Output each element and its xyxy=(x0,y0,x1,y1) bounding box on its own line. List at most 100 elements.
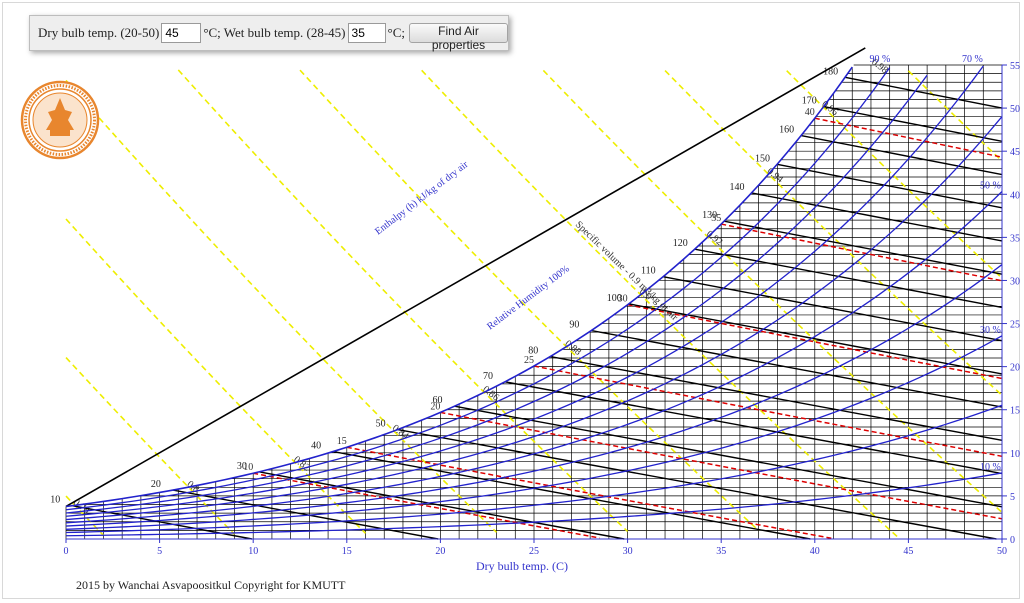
rh-curve xyxy=(65,67,891,511)
y-tick-label: 30 xyxy=(1010,276,1020,287)
grid-layer xyxy=(65,64,1003,539)
unit-end-label: °C; xyxy=(387,25,405,40)
wet-bulb-label: 15 xyxy=(337,436,347,447)
enthalpy-label: 70 xyxy=(483,371,493,382)
rh-curve xyxy=(65,335,1003,530)
specific-volume-line xyxy=(65,218,367,534)
wet-bulb-layer: 10 15 20 25 30 35 40 xyxy=(243,107,1003,540)
enthalpy-line xyxy=(751,192,1003,242)
relative-humidity-layer: 90 % 70 % 50 % 30 % 10 % xyxy=(65,54,1003,537)
wet-bulb-label: 25 xyxy=(524,355,534,366)
x-tick-label: 45 xyxy=(903,546,913,557)
enthalpy-line xyxy=(662,276,1003,342)
wet-bulb-input[interactable] xyxy=(347,23,386,43)
wet-bulb-label: °C; Wet bulb temp. (28-45) xyxy=(203,25,346,40)
input-toolbar: Dry bulb temp. (20-50) °C; Wet bulb temp… xyxy=(29,15,509,52)
wet-bulb-label: 30 xyxy=(618,294,628,305)
dry-bulb-input[interactable] xyxy=(161,23,202,43)
copyright-footer: 2015 by Wanchai Asvapoositkul Copyright … xyxy=(76,578,346,592)
enthalpy-label: 30 xyxy=(237,461,247,472)
rh-curve xyxy=(65,191,1003,524)
rh-curve xyxy=(65,116,1003,521)
y-tick-label: 20 xyxy=(1010,363,1020,374)
y-tick-label: 5 xyxy=(1010,492,1015,503)
enthalpy-label: 50 xyxy=(376,419,386,430)
enthalpy-line xyxy=(332,450,811,540)
enthalpy-label: 130 xyxy=(702,210,717,221)
rh-label: 70 % xyxy=(962,54,983,65)
y-tick-label: 25 xyxy=(1010,320,1020,331)
enthalpy-line xyxy=(844,76,1003,109)
rh-label: 50 % xyxy=(980,181,1001,192)
specific-volume-line xyxy=(786,70,1003,279)
x-tick-label: 50 xyxy=(997,546,1007,557)
wet-bulb-label: 20 xyxy=(430,401,440,412)
specific-volume-line xyxy=(65,495,105,536)
university-seal-logo xyxy=(20,80,100,160)
rh-title: Relative Humidity 100% xyxy=(485,263,571,332)
enthalpy-label: 110 xyxy=(641,266,656,277)
rh-curve xyxy=(65,264,1003,527)
y-tick-label: 55 xyxy=(1010,61,1020,72)
x-tick-label: 35 xyxy=(716,546,726,557)
specific-volume-line xyxy=(65,79,498,533)
find-air-properties-button[interactable]: Find Air properties xyxy=(409,23,508,52)
enthalpy-label: 120 xyxy=(673,238,688,249)
wet-bulb-label: 35 xyxy=(711,213,721,224)
enthalpy-label: 140 xyxy=(729,182,744,193)
axis-layer: 0 5 10 15 20 25 30 35 40 45 5005101520253035404550… xyxy=(64,61,1021,557)
wet-bulb-label: 40 xyxy=(805,107,815,118)
wet-bulb-label: 10 xyxy=(243,462,253,473)
enthalpy-line xyxy=(504,381,1003,475)
enthalpy-line xyxy=(723,220,1003,275)
specific-volume-line xyxy=(907,70,1003,162)
enthalpy-line xyxy=(454,405,1003,508)
enthalpy-line xyxy=(823,105,1003,143)
specific-volume-line xyxy=(542,69,1003,513)
x-tick-label: 30 xyxy=(623,546,633,557)
rh-curve xyxy=(65,404,1003,534)
enthalpy-line xyxy=(694,248,1003,309)
enthalpy-label: 20 xyxy=(151,479,161,490)
enthalpy-scale-line xyxy=(65,47,866,508)
rh-curve xyxy=(65,472,1003,537)
y-tick-label: 50 xyxy=(1010,104,1020,115)
enthalpy-label: 40 xyxy=(311,441,321,452)
enthalpy-label: 150 xyxy=(755,153,770,164)
dry-bulb-label: Dry bulb temp. (20-50) xyxy=(38,25,160,40)
enthalpy-label: 60 xyxy=(432,395,442,406)
enthalpy-layer: 1020304050607080901001101201301401501601… xyxy=(50,47,1003,540)
y-tick-label: 35 xyxy=(1010,233,1020,244)
wet-bulb-line xyxy=(346,446,834,540)
specific-volume-line xyxy=(664,70,1003,396)
y-tick-label: 40 xyxy=(1010,190,1020,201)
rh-curve xyxy=(65,66,853,508)
enthalpy-label: 100 xyxy=(607,293,622,304)
wet-bulb-line xyxy=(440,411,1003,520)
y-tick-label: 15 xyxy=(1010,406,1020,417)
specific-volume-line xyxy=(177,69,629,533)
enthalpy-label: 160 xyxy=(779,125,794,136)
enthalpy-line xyxy=(550,355,1003,442)
y-tick-label: 10 xyxy=(1010,449,1020,460)
y-tick-label: 45 xyxy=(1010,147,1020,158)
wet-bulb-line xyxy=(253,472,600,539)
x-tick-label: 10 xyxy=(248,546,258,557)
enthalpy-label: 180 xyxy=(823,66,838,77)
x-tick-label: 25 xyxy=(529,546,539,557)
x-tick-label: 0 xyxy=(64,546,69,557)
enthalpy-line xyxy=(776,163,1003,209)
rh-label: 10 % xyxy=(980,462,1001,473)
x-tick-label: 20 xyxy=(435,546,445,557)
specific-volume-label: 0.88 xyxy=(563,338,584,357)
rh-curve xyxy=(65,65,984,517)
enthalpy-line xyxy=(258,471,625,540)
rh-label: 30 % xyxy=(980,325,1001,336)
enthalpy-label: 80 xyxy=(528,346,538,357)
specific-volume-line xyxy=(421,69,900,539)
rh-curve xyxy=(65,74,928,514)
enthalpy-label: 10 xyxy=(50,495,60,506)
x-tick-label: 15 xyxy=(342,546,352,557)
